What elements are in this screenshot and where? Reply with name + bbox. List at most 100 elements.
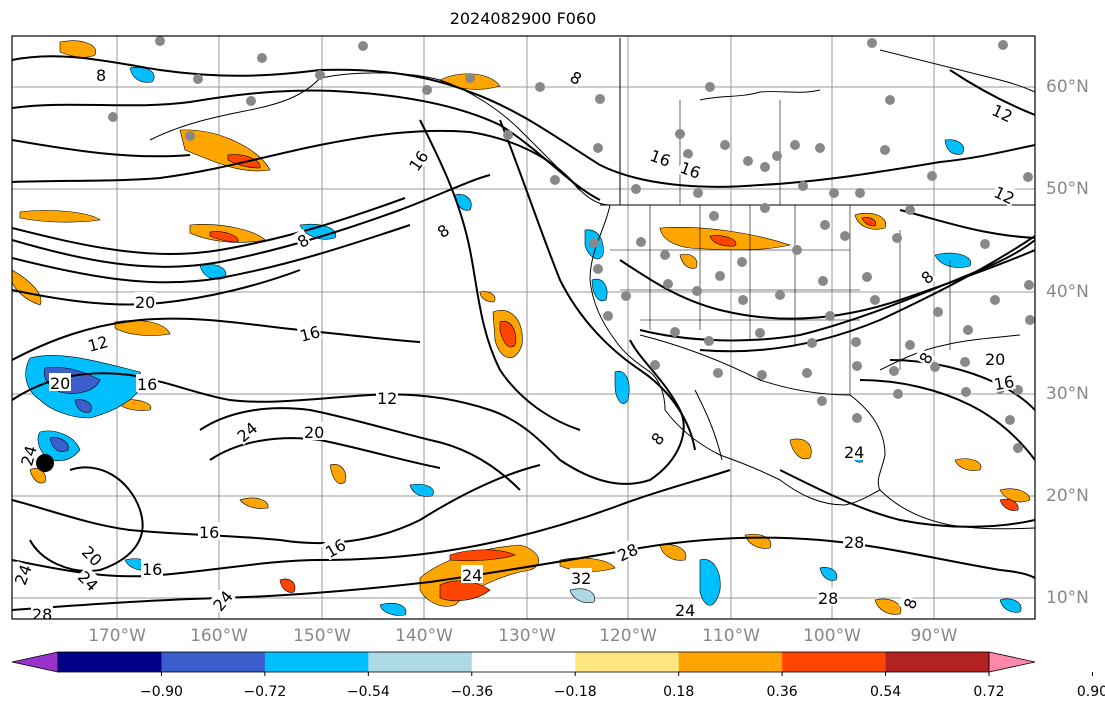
contour-label: 16	[992, 372, 1015, 394]
contour-label: 28	[32, 605, 52, 624]
contour-label: 24	[675, 601, 695, 620]
colorbar-tick-label: −0.90	[139, 684, 183, 700]
contour-label-background	[570, 568, 592, 586]
contour-label-background	[31, 604, 53, 619]
colorbar	[11, 651, 1093, 676]
contour-label: 8	[96, 66, 106, 85]
latitude-label: 40°N	[1046, 282, 1089, 302]
contour-label-background	[677, 156, 704, 182]
contour-label-background	[78, 540, 107, 570]
colorbar-frame	[57, 651, 990, 673]
contour-label-background	[376, 388, 398, 406]
colorbar-tick-label: 0.36	[766, 684, 798, 700]
longitude-label: 140°W	[395, 626, 453, 646]
contour-label: 20	[304, 423, 324, 442]
contour-label-background	[843, 532, 865, 550]
colorbar-segment	[264, 652, 369, 672]
contour-label-background	[296, 321, 323, 345]
contour-label-background	[95, 65, 107, 83]
longitude-label: 160°W	[190, 626, 248, 646]
colorbar-extend-min	[11, 651, 59, 673]
contour-label: 16	[142, 560, 162, 579]
contour-label-background	[232, 417, 261, 446]
contour-label-background	[16, 442, 40, 469]
longitude-label: 120°W	[599, 626, 657, 646]
contour-label-background	[984, 349, 1006, 367]
contour-label: 32	[571, 569, 591, 588]
contour-label: 28	[844, 533, 864, 552]
contour-label-background	[898, 594, 920, 612]
contour-label-background	[292, 228, 313, 251]
contour-label: 20	[135, 293, 155, 312]
contour-label: 16	[298, 322, 323, 346]
colorbar-segment	[885, 652, 990, 672]
longitude-label: 90°W	[910, 626, 958, 646]
longitude-label: 150°W	[293, 626, 351, 646]
contour-label-background	[988, 99, 1017, 125]
contour-label: 24	[462, 566, 482, 585]
colorbar-tick-label: −0.54	[346, 684, 390, 700]
contour-label: 28	[818, 589, 838, 608]
contour-label-background	[207, 585, 236, 615]
coastlines	[149, 38, 1035, 530]
contour-label-background	[303, 422, 325, 440]
colorbar-tick-label: 0.90	[1076, 684, 1105, 700]
contour-label-background	[403, 146, 432, 175]
contour-label: 24	[17, 443, 41, 468]
contour-label-background	[990, 181, 1019, 207]
contour-label-background	[136, 374, 158, 392]
contour-label: 16	[199, 523, 219, 542]
contour-label-background	[198, 522, 220, 540]
colorbar-tick-label: 0.72	[973, 684, 1005, 700]
longitude-label: 170°W	[88, 626, 146, 646]
map-frame	[11, 35, 1036, 620]
colorbar-tick-label: 0.54	[869, 684, 902, 700]
colorbar-tick-label: −0.72	[243, 684, 287, 700]
contour-label-background	[913, 347, 936, 368]
contour-label-background	[843, 442, 865, 460]
contour-label-background	[49, 373, 71, 391]
longitude-label: 100°W	[803, 626, 861, 646]
colorbar-segment	[782, 652, 887, 672]
contour-label-background	[134, 292, 156, 310]
contour-label-background	[432, 219, 453, 241]
colorbar-tick-label: 0.18	[663, 684, 695, 700]
contour-label: 12	[377, 389, 397, 408]
contour-label: 16	[137, 375, 157, 394]
contour-label: 20	[50, 374, 70, 393]
latitude-label: 20°N	[1046, 486, 1089, 506]
contour-label-background	[674, 600, 696, 618]
colorbar-segment	[368, 652, 473, 672]
contour-label-background	[991, 370, 1017, 393]
colorbar-segment	[58, 652, 162, 672]
station-markers	[108, 36, 1035, 453]
contour-label: 24	[844, 443, 864, 462]
colorbar-tick-label: −0.18	[553, 684, 597, 700]
colorbar-extend-max	[988, 651, 1036, 673]
colorbar-segment	[161, 652, 266, 672]
contour-label-background	[141, 559, 163, 577]
map-title: 2024082900 F060	[449, 9, 597, 28]
longitude-label: 110°W	[702, 626, 760, 646]
contour-label-background	[74, 565, 103, 595]
contour-label: 20	[985, 350, 1005, 369]
contour-label: 12	[86, 332, 111, 356]
colorbar-segment	[678, 652, 783, 672]
contour-label-background	[320, 533, 349, 561]
hurricane-marker	[36, 454, 54, 472]
contour-label-background	[12, 561, 35, 588]
colorbar-tick-label: −0.36	[450, 684, 494, 700]
contour-label-background	[613, 538, 641, 565]
contour-label-background	[84, 331, 111, 355]
longitude-label: 130°W	[498, 626, 556, 646]
graticule	[12, 36, 1035, 619]
contour-label-background	[647, 144, 674, 170]
contour-label-background	[566, 65, 587, 88]
latitude-label: 50°N	[1046, 179, 1089, 199]
colorbar-segment	[575, 652, 680, 672]
contour-label-background	[645, 427, 668, 449]
state-borders	[610, 100, 951, 395]
contour-label: 24	[11, 562, 36, 588]
contour-label-background	[916, 265, 937, 288]
